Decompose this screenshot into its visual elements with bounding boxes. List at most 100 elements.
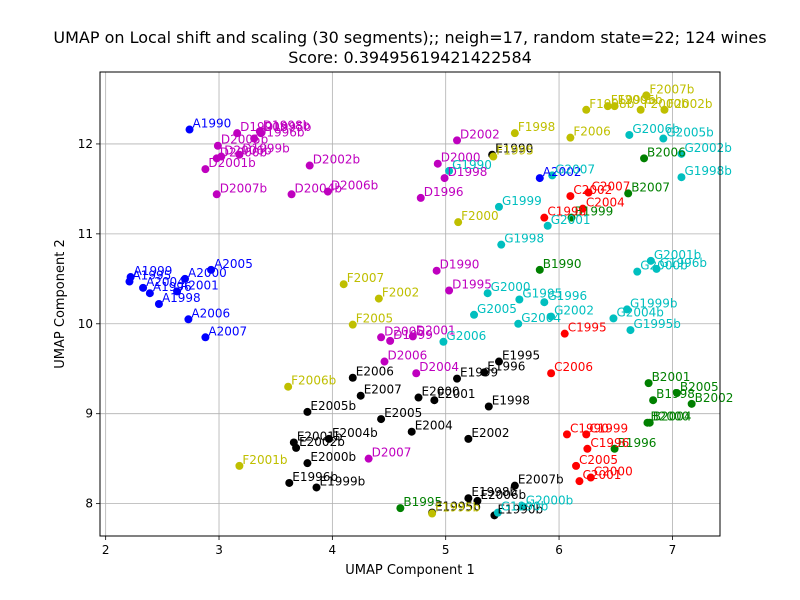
point-label: E1995b xyxy=(435,500,481,514)
data-point xyxy=(567,213,576,222)
y-tick-label: 12 xyxy=(78,137,93,151)
data-point xyxy=(287,190,296,199)
data-point xyxy=(303,407,312,416)
data-point xyxy=(139,283,148,292)
point-label: E2007b xyxy=(518,473,564,487)
point-label: G1990 xyxy=(452,158,492,172)
data-point xyxy=(515,295,524,304)
point-label: B1999 xyxy=(575,205,614,219)
data-point xyxy=(233,129,242,138)
data-point xyxy=(677,149,686,158)
data-point xyxy=(497,240,506,249)
point-label: F2006 xyxy=(573,125,610,139)
point-label: D2001 xyxy=(416,323,456,337)
data-point xyxy=(636,105,645,114)
x-tick-label: 7 xyxy=(669,543,677,557)
point-label: C2006 xyxy=(554,360,593,374)
point-label: D1999 xyxy=(393,328,433,342)
point-label: D1990 xyxy=(440,258,480,272)
data-point xyxy=(453,374,462,383)
data-point xyxy=(642,91,651,100)
data-point xyxy=(339,280,348,289)
point-label: D2004 xyxy=(419,360,459,374)
point-label: G2006b xyxy=(632,122,679,136)
point-label: E1990b xyxy=(497,502,543,516)
point-label: E2002b xyxy=(299,435,345,449)
data-point xyxy=(672,389,681,398)
data-point xyxy=(518,502,527,511)
x-tick-label: 3 xyxy=(215,543,223,557)
data-point xyxy=(652,264,661,273)
point-label: D1996 xyxy=(424,185,464,199)
point-label: C1990 xyxy=(570,421,609,435)
data-point xyxy=(540,298,549,307)
data-point xyxy=(644,379,653,388)
point-label: D2007b xyxy=(220,181,267,195)
point-label: F2002b xyxy=(667,97,712,111)
point-label: A1998 xyxy=(162,291,201,305)
data-point xyxy=(377,333,386,342)
data-point xyxy=(473,496,482,505)
data-point xyxy=(633,267,642,276)
point-label: G2000b xyxy=(640,259,687,273)
data-point xyxy=(213,141,222,150)
point-label: E2005 xyxy=(384,406,422,420)
point-label: D2005 xyxy=(384,324,424,338)
point-label: D2002b xyxy=(313,153,360,167)
point-label: B2002 xyxy=(695,391,734,405)
point-label: G2000 xyxy=(491,280,531,294)
point-label: D2000b xyxy=(220,145,267,159)
point-label: E2000 xyxy=(422,385,460,399)
data-point xyxy=(445,286,454,295)
point-label: D1995 xyxy=(452,278,492,292)
data-point xyxy=(547,369,556,378)
data-point xyxy=(324,434,333,443)
data-point xyxy=(489,152,498,161)
point-label: B2007 xyxy=(631,180,670,194)
data-point xyxy=(480,368,489,377)
data-point xyxy=(603,102,612,111)
point-label: G2005 xyxy=(477,302,517,316)
data-point xyxy=(412,369,421,378)
point-label: G1996b xyxy=(660,256,707,270)
data-point xyxy=(510,129,519,138)
point-label: G2000b xyxy=(526,493,573,507)
data-point xyxy=(212,190,221,199)
y-tick-label: 8 xyxy=(85,497,93,511)
data-point xyxy=(640,154,649,163)
point-label: E2005b xyxy=(310,399,356,413)
data-point xyxy=(483,289,492,298)
point-label: A2006 xyxy=(191,306,230,320)
point-label: A2005 xyxy=(214,257,253,271)
data-point xyxy=(396,504,405,513)
point-label: F2000b xyxy=(644,97,689,111)
point-label: E1998 xyxy=(492,394,530,408)
point-label: G2005b xyxy=(666,126,713,140)
data-point xyxy=(572,461,581,470)
data-point xyxy=(212,154,221,163)
data-point xyxy=(305,161,314,170)
data-point xyxy=(609,314,618,323)
data-point xyxy=(575,477,584,486)
point-label: E2004 xyxy=(415,419,453,433)
point-label: A2000 xyxy=(188,266,227,280)
point-label: F1998 xyxy=(518,120,555,134)
point-label: B1996 xyxy=(618,436,657,450)
data-point xyxy=(514,319,523,328)
point-label: B2000 xyxy=(650,410,689,424)
point-label: G1995 xyxy=(522,287,562,301)
point-label: F2007b xyxy=(649,82,694,96)
data-point xyxy=(374,294,383,303)
point-label: G1998 xyxy=(504,232,544,246)
point-label: A2002 xyxy=(543,165,582,179)
point-label: D2000 xyxy=(441,151,481,165)
data-point xyxy=(323,187,332,196)
data-point xyxy=(386,336,395,345)
data-point xyxy=(439,337,448,346)
data-point xyxy=(173,287,182,296)
point-label: E2002 xyxy=(471,426,509,440)
data-point xyxy=(407,427,416,436)
point-label: A2007 xyxy=(208,324,247,338)
